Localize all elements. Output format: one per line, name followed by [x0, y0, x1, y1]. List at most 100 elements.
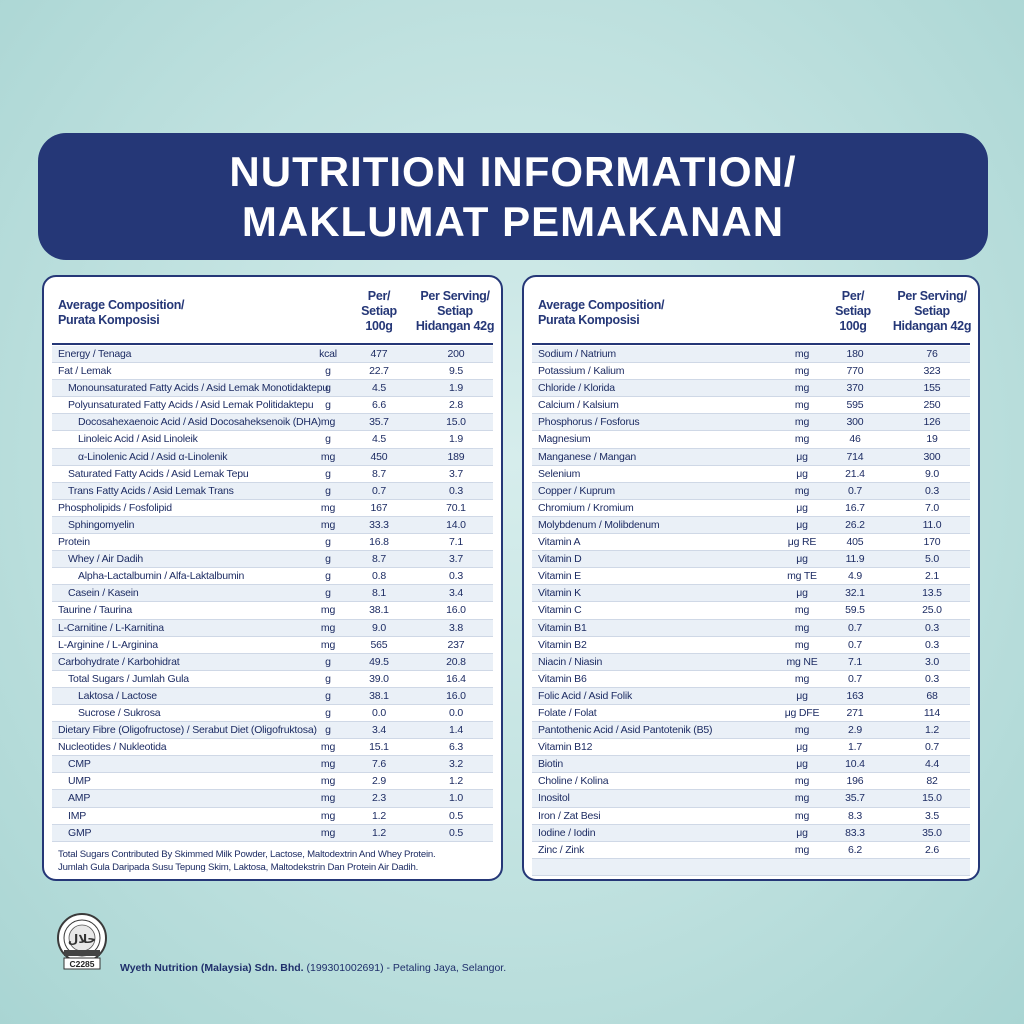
nutrient-unit: mg — [320, 450, 336, 463]
value-per-100g: 35.7 — [369, 416, 389, 429]
value-per-serving: 9.0 — [925, 467, 939, 480]
nutrient-unit: μg RE — [787, 536, 817, 549]
title-line-1: NUTRITION INFORMATION/ — [229, 147, 797, 195]
table-row: Trans Fatty Acids / Asid Lemak Trans g 0.7… — [52, 482, 493, 500]
nutrient-unit: g — [325, 706, 331, 719]
table-row: Vitamin B12 μg 1.7 0.7 — [532, 739, 970, 757]
table-row: Polyunsaturated Fatty Acids / Asid Lemak… — [52, 397, 493, 415]
value-per-100g: 21.4 — [845, 467, 865, 480]
table-row: Sphingomyelin mg 33.3 14.0 — [52, 516, 493, 535]
nutrient-unit: g — [325, 655, 331, 668]
value-per-100g: 39.0 — [369, 672, 389, 685]
nutrient-name: Docosahexaenoic Acid / Asid Docosaheksen… — [78, 416, 321, 429]
nutrient-unit: mg — [794, 672, 810, 685]
value-per-100g: 595 — [846, 399, 864, 412]
value-per-serving: 189 — [447, 450, 465, 463]
value-per-serving: 6.3 — [449, 741, 463, 754]
table-rows: Sodium / Natrium mg 180 76 Potassium / Kaliu… — [532, 346, 970, 876]
value-per-serving: 0.3 — [925, 672, 939, 685]
value-per-100g: 300 — [846, 416, 864, 429]
company-details: (199301002691) - Petaling Jaya, Selangor… — [303, 962, 507, 974]
nutrient-unit: mg TE — [787, 570, 817, 583]
nutrient-name: UMP — [68, 775, 91, 788]
value-per-serving: 0.0 — [449, 706, 463, 719]
value-per-serving: 7.0 — [925, 501, 939, 514]
nutrient-unit: g — [325, 724, 331, 737]
value-per-100g: 271 — [846, 706, 864, 719]
value-per-100g: 10.4 — [845, 758, 865, 771]
table-row: Vitamin C mg 59.5 25.0 — [532, 602, 970, 620]
nutrient-name: L-Carnitine / L-Karnitina — [58, 621, 164, 634]
value-per-serving: 3.8 — [449, 621, 463, 634]
table-row: L-Arginine / L-Arginina mg 565 237 — [52, 637, 493, 654]
nutrient-unit: mg — [794, 365, 810, 378]
value-per-100g: 6.2 — [848, 843, 862, 856]
table-row: Taurine / Taurina mg 38.1 16.0 — [52, 602, 493, 620]
nutrient-name: Niacin / Niasin — [538, 655, 603, 668]
value-per-serving: 2.8 — [449, 399, 463, 412]
nutrient-unit: g — [325, 365, 331, 378]
value-per-100g: 163 — [846, 689, 864, 702]
value-per-serving: 0.3 — [925, 484, 939, 497]
value-per-100g: 4.9 — [848, 570, 862, 583]
table-row: Magnesium mg 46 19 — [532, 431, 970, 449]
nutrient-name: Magnesium — [538, 433, 591, 446]
nutrient-name: Total Sugars / Jumlah Gula — [68, 672, 189, 685]
value-per-100g: 2.9 — [848, 724, 862, 737]
nutrient-unit: μg — [796, 467, 808, 480]
value-per-100g: 0.7 — [848, 638, 862, 651]
table-row: Vitamin B1 mg 0.7 0.3 — [532, 619, 970, 637]
table-row: Selenium μg 21.4 9.0 — [532, 466, 970, 483]
table-row: α-Linolenic Acid / Asid α-Linolenik mg 450… — [52, 448, 493, 466]
value-per-100g: 1.2 — [372, 826, 386, 839]
nutrient-name: Sphingomyelin — [68, 518, 135, 531]
table-row: Zinc / Zink mg 6.2 2.6 — [532, 842, 970, 859]
value-per-100g: 714 — [846, 450, 864, 463]
nutrient-unit: mg — [320, 621, 336, 634]
nutrient-name: Iron / Zat Besi — [538, 809, 601, 822]
value-per-serving: 300 — [923, 450, 941, 463]
table-row: Fat / Lemak g 22.7 9.5 — [52, 363, 493, 381]
table-row: Vitamin A μg RE 405 170 — [532, 534, 970, 552]
table-row: CMP mg 7.6 3.2 — [52, 756, 493, 774]
nutrient-name: Vitamin B6 — [538, 672, 587, 685]
table-row: Monounsaturated Fatty Acids / Asid Lemak… — [52, 380, 493, 398]
nutrient-unit: mg — [794, 484, 810, 497]
value-per-100g: 49.5 — [369, 655, 389, 668]
nutrient-name: Chloride / Klorida — [538, 382, 615, 395]
nutrient-name: Vitamin D — [538, 553, 582, 566]
header-per-100g: Per/ Setiap 100g — [835, 289, 871, 333]
nutrient-name: Folic Acid / Asid Folik — [538, 689, 633, 702]
nutrient-unit: μg DFE — [784, 706, 820, 719]
nutrient-unit: mg — [320, 638, 336, 651]
value-per-serving: 2.6 — [925, 843, 939, 856]
table-row: Vitamin B6 mg 0.7 0.3 — [532, 671, 970, 688]
value-per-100g: 0.7 — [848, 672, 862, 685]
table-row: Niacin / Niasin mg NE 7.1 3.0 — [532, 653, 970, 671]
value-per-serving: 3.4 — [449, 587, 463, 600]
table-row: IMP mg 1.2 0.5 — [52, 808, 493, 825]
value-per-100g: 2.9 — [372, 775, 386, 788]
table-row: Sodium / Natrium mg 180 76 — [532, 346, 970, 364]
table-row: Laktosa / Lactose g 38.1 16.0 — [52, 687, 493, 705]
value-per-serving: 1.2 — [925, 724, 939, 737]
table-row: Docosahexaenoic Acid / Asid Docosaheksen… — [52, 414, 493, 432]
nutrient-name: Saturated Fatty Acids / Asid Lemak Tepu — [68, 467, 249, 480]
value-per-serving: 82 — [926, 775, 938, 788]
value-per-serving: 16.4 — [446, 672, 466, 685]
nutrient-unit: mg — [794, 433, 810, 446]
table-row: Carbohydrate / Karbohidrat g 49.5 20.8 — [52, 653, 493, 671]
table-row: Phosphorus / Fosforus mg 300 126 — [532, 414, 970, 432]
value-per-100g: 196 — [846, 775, 864, 788]
nutrient-name: Vitamin K — [538, 587, 581, 600]
nutrient-unit: g — [325, 484, 331, 497]
value-per-serving: 1.9 — [449, 382, 463, 395]
table-row: UMP mg 2.9 1.2 — [52, 773, 493, 791]
value-per-100g: 405 — [846, 536, 864, 549]
nutrient-name: Biotin — [538, 758, 564, 771]
table-row: Whey / Air Dadih g 8.7 3.7 — [52, 551, 493, 569]
value-per-100g: 11.9 — [845, 553, 865, 566]
nutrient-unit: μg — [796, 689, 808, 702]
value-per-serving: 155 — [923, 382, 941, 395]
value-per-serving: 0.7 — [925, 741, 939, 754]
